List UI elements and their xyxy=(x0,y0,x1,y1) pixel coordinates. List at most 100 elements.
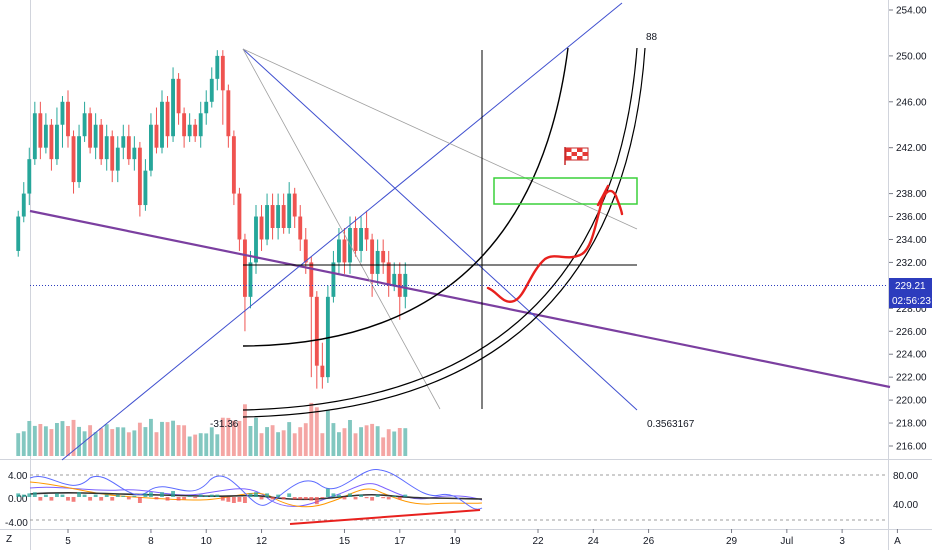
volume-bar xyxy=(298,427,303,456)
osc-right-tick-1: 80.00 xyxy=(893,471,918,482)
osc-line-orange xyxy=(29,481,483,508)
osc-histogram-bar xyxy=(231,497,236,503)
price-tick-label: 222.00 xyxy=(896,373,927,384)
price-tick-label: 238.00 xyxy=(896,189,927,200)
candle-body xyxy=(209,78,214,102)
fan-line-2[interactable] xyxy=(242,48,441,410)
price-tick-label: 218.00 xyxy=(896,419,927,430)
time-axis[interactable]: 5 8 10 12 15 17 19 22 24 26 29 Jul 3 A xyxy=(65,529,901,547)
candle-body xyxy=(370,239,375,274)
blue-rising-line[interactable] xyxy=(61,2,623,461)
volume-bar xyxy=(143,427,148,456)
candle-body xyxy=(265,205,269,240)
price-tick-label: 226.00 xyxy=(896,327,927,338)
volume-bar xyxy=(281,430,286,456)
volume-bar xyxy=(77,426,81,456)
arc-inner[interactable] xyxy=(242,47,569,347)
candle-body xyxy=(66,101,70,137)
volume-bar xyxy=(386,429,391,456)
osc-histogram-bar xyxy=(226,497,231,502)
volume-bar xyxy=(209,427,214,456)
volume-bar xyxy=(126,432,131,456)
osc-histogram-bar xyxy=(154,497,159,500)
projection-path[interactable] xyxy=(486,184,624,303)
volume-bar xyxy=(303,423,308,456)
arc-middle[interactable] xyxy=(242,47,638,411)
candle-body xyxy=(259,216,264,240)
osc-histogram-bar xyxy=(77,492,81,497)
volume-bar xyxy=(99,428,104,456)
candle-body xyxy=(303,239,308,263)
volume-bar xyxy=(104,424,109,456)
volume-bar xyxy=(137,422,142,456)
candle-body xyxy=(193,124,198,137)
target-box[interactable] xyxy=(493,177,638,205)
candle-body xyxy=(121,136,126,148)
candle-body xyxy=(82,113,87,137)
axis-corner-label: Z xyxy=(6,534,12,545)
candle-body xyxy=(254,216,258,263)
osc-histogram-bar xyxy=(364,497,369,499)
osc-histogram-bar xyxy=(276,494,281,497)
volume-bar xyxy=(397,428,402,456)
candle-body xyxy=(21,193,26,217)
candle-body xyxy=(55,124,59,160)
osc-histogram-bar xyxy=(370,497,375,501)
osc-histogram-bar xyxy=(320,497,325,499)
candle-body xyxy=(309,262,314,297)
volume-bar xyxy=(149,418,153,456)
osc-histogram-bar xyxy=(21,494,26,497)
osc-histogram-bar xyxy=(71,497,76,502)
osc-histogram-bar xyxy=(237,497,242,502)
time-tick-label: A xyxy=(894,536,901,547)
price-tick-label: 220.00 xyxy=(896,396,927,407)
osc-histogram-bar xyxy=(93,494,98,497)
osc-histogram-bar xyxy=(259,497,264,500)
candle-body xyxy=(386,262,391,286)
osc-left-tick-2: 0.00 xyxy=(8,494,28,505)
arc-outer[interactable] xyxy=(242,47,646,418)
time-tick-label: 10 xyxy=(201,536,213,547)
last-price-badge[interactable]: 229.21 02:56:23 xyxy=(889,278,932,308)
osc-histogram-bar xyxy=(126,497,131,500)
volume-bar xyxy=(176,425,181,456)
candle-body xyxy=(93,124,98,148)
volume-bar xyxy=(115,427,120,456)
volume-bar xyxy=(248,426,253,456)
volume-bar xyxy=(60,421,65,456)
volume-bar xyxy=(16,433,21,456)
osc-histogram-bar xyxy=(348,493,352,497)
osc-histogram-bar xyxy=(254,492,258,497)
volume-bar xyxy=(193,434,198,456)
time-tick-label: 24 xyxy=(588,536,600,547)
drawings-layer[interactable] xyxy=(29,2,891,461)
volume-bar xyxy=(337,432,341,456)
fan-line-1[interactable] xyxy=(242,48,638,230)
candle-body xyxy=(292,193,297,217)
blue-falling-line[interactable] xyxy=(242,48,638,411)
candle-body xyxy=(165,101,170,137)
volume-bar xyxy=(237,420,242,456)
osc-histogram-bar xyxy=(248,493,253,497)
osc-histogram-bar xyxy=(353,497,358,500)
volume-bar xyxy=(287,422,292,456)
candle-body xyxy=(215,55,220,79)
osc-histogram-bar xyxy=(397,497,402,500)
osc-line-fast xyxy=(29,469,483,510)
osc-histogram-bar xyxy=(187,495,192,497)
time-tick-label: 26 xyxy=(643,536,655,547)
volume-bar xyxy=(276,432,281,456)
candle-body xyxy=(99,124,104,160)
candle-body xyxy=(198,113,203,137)
volume-bar xyxy=(309,402,314,456)
time-tick-label: 8 xyxy=(148,536,154,547)
time-tick-label: 17 xyxy=(394,536,406,547)
volume-bar xyxy=(171,420,175,456)
osc-histogram-bar xyxy=(281,497,286,500)
purple-trendline[interactable] xyxy=(29,209,891,389)
price-tick-label: 224.00 xyxy=(896,350,927,361)
osc-histogram-bar xyxy=(337,494,341,497)
